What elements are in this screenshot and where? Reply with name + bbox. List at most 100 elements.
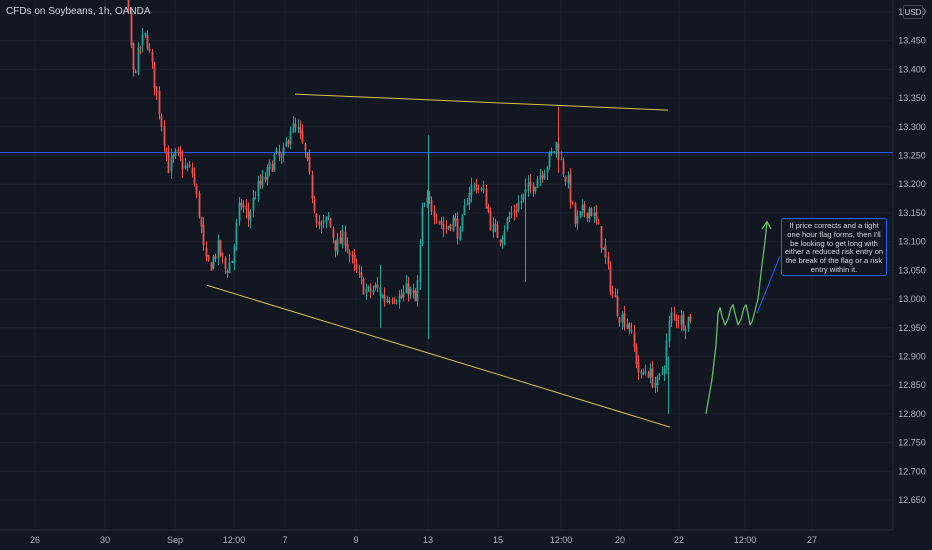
candle-body	[548, 152, 551, 167]
candle-series	[127, 0, 692, 414]
candle-body	[172, 155, 175, 158]
upper-trendline[interactable]	[294, 93, 669, 111]
candle-body	[623, 313, 626, 328]
candle-body	[480, 188, 483, 191]
projection-path[interactable]	[705, 221, 768, 415]
candle-body	[529, 181, 532, 187]
candle-body	[447, 226, 450, 228]
candle-body	[574, 203, 577, 225]
candle-body	[191, 167, 194, 174]
candle-body	[438, 221, 441, 223]
candle-body	[184, 165, 187, 169]
candle-body	[344, 231, 347, 246]
candle-body	[271, 163, 274, 172]
price-tick-label: 13.300	[898, 122, 926, 132]
price-tick-label: 12.650	[898, 495, 926, 505]
candle-body	[127, 0, 130, 11]
candle-body	[416, 280, 419, 302]
candle-body	[419, 245, 422, 283]
time-axis[interactable]: 26 30 Sep 12:00 7 9 13 15 12:00 20 22 12:00 27	[30, 535, 817, 545]
price-tick-label: 13.200	[898, 179, 926, 189]
candle-body	[499, 239, 502, 243]
candle-body	[336, 238, 339, 253]
candle-body	[202, 224, 205, 246]
candle-body	[553, 150, 556, 153]
candle-body	[257, 180, 260, 197]
candle-body	[640, 371, 643, 375]
candle-body	[677, 321, 680, 323]
candle-body	[644, 371, 647, 373]
candle-body	[174, 149, 177, 156]
candle-body	[132, 43, 135, 71]
candle-body	[454, 217, 457, 221]
candle-body	[186, 166, 189, 168]
annotation-callout[interactable]: If price corrects and a tight one hour f…	[781, 218, 887, 276]
candle-body	[609, 265, 612, 292]
candle-body	[144, 32, 147, 37]
candle-body	[651, 367, 654, 388]
candle-body	[402, 292, 405, 297]
candle-body	[522, 193, 525, 201]
candle-body	[449, 224, 452, 230]
candle-body	[628, 322, 631, 330]
candle-body	[684, 329, 687, 332]
candle-body	[626, 323, 629, 329]
candle-body	[414, 290, 417, 302]
candle-body	[600, 226, 603, 249]
candle-body	[571, 201, 574, 203]
candle-body	[158, 90, 161, 115]
candle-body	[593, 212, 596, 216]
candle-body	[374, 284, 377, 289]
candle-body	[242, 205, 245, 208]
candle-body	[569, 173, 572, 203]
candle-body	[355, 264, 358, 271]
candle-body	[515, 210, 518, 212]
candle-body	[689, 314, 692, 322]
candle-body	[268, 162, 271, 169]
candle-body	[670, 312, 673, 322]
candle-body	[412, 290, 415, 293]
candle-body	[567, 175, 570, 184]
candle-body	[179, 151, 182, 158]
candle-body	[680, 315, 683, 325]
price-tick-label: 12.950	[898, 323, 926, 333]
price-tick-label: 13.350	[898, 93, 926, 103]
currency-button[interactable]: USD	[903, 5, 923, 19]
candle-body	[332, 228, 335, 239]
price-tick-label: 13.250	[898, 151, 926, 161]
candle-body	[475, 184, 478, 191]
candle-body	[430, 200, 433, 212]
candle-body	[503, 231, 506, 240]
candle-body	[289, 131, 292, 145]
drawing-layer[interactable]	[206, 93, 781, 428]
candle-body	[485, 188, 488, 209]
candle-body	[217, 239, 220, 259]
candle-body	[647, 372, 650, 378]
lower-trendline[interactable]	[206, 284, 671, 428]
candle-body	[510, 212, 513, 215]
candle-body	[398, 296, 401, 303]
candle-body	[541, 175, 544, 178]
candle-body	[564, 176, 567, 182]
candle-body	[292, 123, 295, 133]
callout-connector[interactable]	[756, 255, 781, 314]
candle-body	[381, 295, 384, 298]
candle-body	[306, 152, 309, 159]
candle-body	[177, 149, 180, 152]
candle-body	[320, 225, 323, 227]
candle-body	[635, 346, 638, 365]
candle-body	[134, 70, 137, 73]
candle-body	[170, 156, 173, 172]
candle-body	[513, 210, 516, 213]
candle-body	[193, 173, 196, 184]
candle-body	[459, 227, 462, 241]
time-tick-label: 13	[423, 535, 433, 545]
candle-body	[362, 278, 365, 295]
price-tick-label: 13.000	[898, 294, 926, 304]
candle-body	[649, 368, 652, 377]
candle-body	[668, 321, 671, 342]
price-axis[interactable]: 13.50013.45013.40013.35013.30013.25013.2…	[898, 7, 926, 505]
candle-body	[496, 224, 499, 238]
price-tick-label: 13.450	[898, 36, 926, 46]
